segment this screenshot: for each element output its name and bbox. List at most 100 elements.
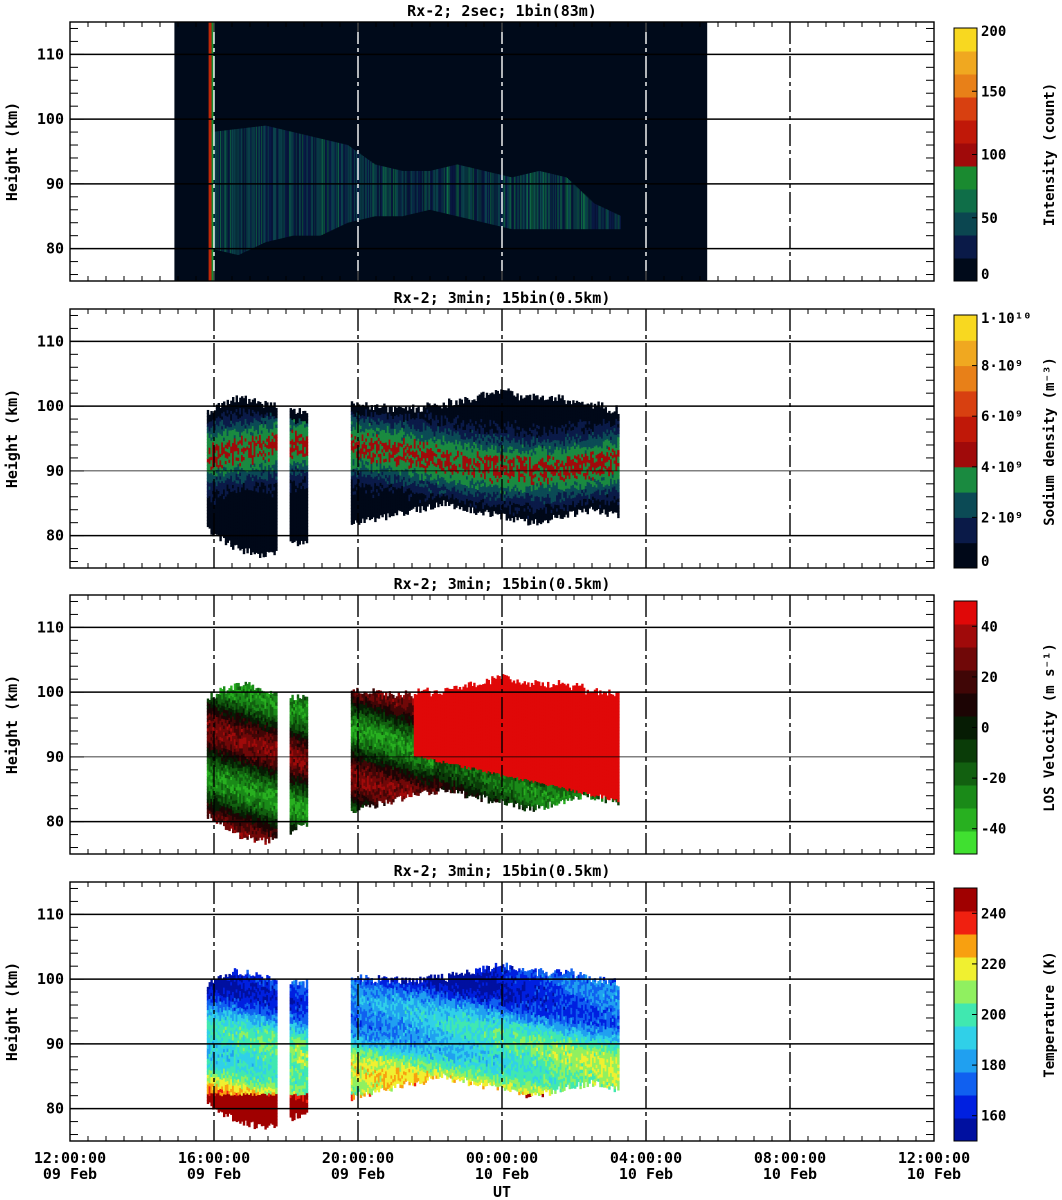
heatmap-cell	[221, 513, 224, 517]
heatmap-cell	[359, 496, 363, 501]
heatmap-cell	[383, 500, 386, 505]
heatmap-cell	[390, 466, 393, 471]
heatmap-cell	[437, 428, 440, 433]
heatmap-cell	[439, 435, 442, 440]
heatmap-cell	[377, 427, 381, 432]
intensity-streak	[259, 126, 261, 246]
heatmap-cell	[388, 503, 391, 508]
heatmap-cell	[464, 400, 467, 405]
heatmap-cell	[217, 526, 220, 530]
heatmap-cell	[219, 475, 222, 480]
heatmap-cell	[383, 435, 386, 440]
heatmap-cell	[368, 419, 372, 424]
heatmap-cell	[421, 411, 424, 416]
heatmap-cell	[259, 544, 262, 549]
heatmap-cell	[412, 482, 415, 487]
heatmap-cell	[442, 444, 445, 449]
heatmap-cell	[241, 541, 244, 546]
heatmap-cell	[413, 477, 417, 482]
heatmap-cell	[464, 448, 467, 453]
heatmap-cell	[422, 506, 426, 511]
heatmap-cell	[467, 490, 471, 495]
heatmap-cell	[395, 420, 399, 425]
heatmap-cell	[406, 436, 409, 441]
heatmap-cell	[296, 416, 300, 420]
heatmap-cell	[417, 496, 420, 501]
heatmap-cell	[424, 471, 427, 476]
heatmap-cell	[248, 457, 251, 462]
heatmap-cell	[266, 502, 269, 507]
heatmap-cell	[251, 470, 255, 475]
heatmap-cell	[376, 501, 379, 506]
heatmap-cell	[415, 411, 418, 415]
heatmap-cell	[235, 524, 238, 529]
heatmap-cell	[376, 465, 379, 470]
heatmap-cell	[257, 485, 260, 490]
heatmap-cell	[458, 401, 462, 406]
heatmap-cell	[250, 421, 253, 426]
heatmap-cell	[210, 443, 213, 448]
heatmap-cell	[408, 484, 411, 489]
heatmap-cell	[449, 425, 453, 430]
heatmap-cell	[264, 410, 267, 415]
heatmap-cell	[268, 545, 271, 550]
heatmap-cell	[444, 482, 447, 487]
heatmap-cell	[295, 511, 298, 515]
heatmap-cell	[210, 511, 213, 516]
heatmap-cell	[262, 508, 265, 512]
colorbar-swatch	[954, 28, 977, 52]
heatmap-cell	[437, 406, 440, 411]
heatmap-cell	[226, 500, 229, 505]
heatmap-cell	[228, 413, 231, 418]
heatmap-cell	[233, 496, 237, 500]
heatmap-cell	[253, 437, 256, 441]
intensity-streak	[572, 183, 574, 230]
heatmap-cell	[446, 433, 449, 438]
heatmap-cell	[217, 402, 220, 407]
heatmap-cell	[266, 538, 269, 543]
heatmap-cell	[296, 509, 300, 514]
heatmap-cell	[433, 423, 436, 427]
intensity-streak	[445, 167, 448, 214]
heatmap-cell	[239, 517, 242, 522]
heatmap-cell	[381, 497, 384, 502]
heatmap-cell	[235, 405, 238, 409]
heatmap-cell	[422, 486, 426, 491]
heatmap-cell	[293, 518, 296, 523]
heatmap-cell	[442, 431, 445, 436]
heatmap-cell	[251, 496, 255, 501]
heatmap-cell	[370, 424, 373, 429]
heatmap-cell	[304, 524, 307, 529]
heatmap-cell	[455, 487, 458, 492]
heatmap-cell	[385, 441, 388, 446]
heatmap-cell	[368, 496, 372, 501]
heatmap-cell	[255, 510, 258, 515]
heatmap-cell	[244, 460, 247, 465]
heatmap-cell	[455, 413, 458, 418]
heatmap-cell	[230, 513, 233, 518]
heatmap-cell	[395, 456, 399, 461]
heatmap-cell	[257, 449, 260, 454]
heatmap-cell	[356, 509, 359, 514]
heatmap-cell	[467, 480, 471, 485]
heatmap-cell	[293, 473, 296, 478]
intensity-streak	[522, 174, 524, 230]
heatmap-cell	[289, 430, 292, 435]
heatmap-cell	[275, 543, 278, 548]
heatmap-cell	[253, 417, 256, 422]
heatmap-cell	[251, 406, 255, 410]
heatmap-cell	[457, 501, 460, 506]
heatmap-cell	[453, 505, 456, 510]
heatmap-cell	[430, 434, 433, 439]
heatmap-cell	[415, 436, 418, 441]
heatmap-cell	[262, 524, 265, 529]
heatmap-cell	[260, 475, 264, 480]
heatmap-cell	[206, 452, 210, 456]
heatmap-cell	[359, 422, 363, 426]
intensity-streak	[371, 162, 373, 218]
heatmap-cell	[293, 509, 296, 514]
heatmap-cell	[273, 450, 276, 455]
heatmap-cell	[390, 509, 393, 513]
heatmap-cell	[374, 485, 377, 490]
heatmap-cell	[268, 483, 271, 488]
